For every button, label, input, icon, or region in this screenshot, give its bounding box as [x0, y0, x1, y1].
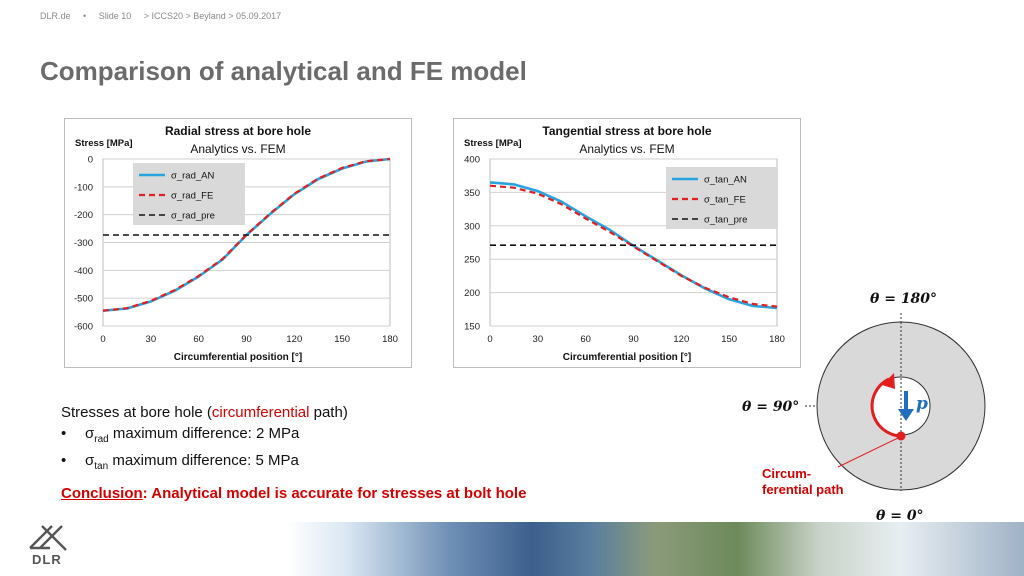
x-tick-label: 0	[487, 334, 492, 345]
theta-0-label: θ = 0°	[876, 508, 924, 524]
breadcrumb-dot: •	[83, 11, 87, 21]
tangential-stress-chart: 400 350 300 250 200 150 0 30 60 90 120 150 180 Tangen…	[453, 118, 801, 368]
y-tick-label: 0	[88, 155, 93, 166]
y-tick-label: 250	[464, 255, 480, 266]
x-tick-label: 150	[334, 334, 350, 345]
x-tick-label: 120	[286, 334, 302, 345]
chart-title: Tangential stress at bore hole	[542, 124, 711, 138]
y-axis-label: Stress [MPa]	[75, 138, 133, 149]
x-axis-label: Circumferential position [°]	[563, 352, 691, 363]
x-tick-label: 60	[580, 334, 591, 345]
y-tick-label: -100	[74, 182, 93, 193]
x-tick-label: 150	[721, 334, 737, 345]
path-start-point	[896, 431, 906, 441]
legend-label: σ_tan_AN	[704, 175, 747, 186]
footer-earth-image	[0, 522, 1024, 576]
series-line-1	[102, 157, 391, 312]
conclusion: Conclusion: Analytical model is accurate…	[61, 485, 527, 502]
y-tick-label: -300	[74, 238, 93, 249]
path-leader-line	[837, 437, 899, 468]
breadcrumb-slide: Slide 10	[98, 11, 132, 21]
dlr-logo-icon	[29, 525, 67, 551]
x-tick-label: 0	[100, 334, 105, 345]
y-tick-label: 150	[464, 322, 480, 333]
breadcrumb: DLR.de • Slide 10 > ICCS20 > Beyland > 0…	[40, 11, 291, 21]
x-tick-label: 90	[628, 334, 639, 345]
y-tick-label: 200	[464, 288, 480, 299]
radial-stress-chart-svg: 0 -100 -200 -300 -400 -500 -600 0 30 60 90 120 150 18…	[74, 124, 398, 363]
radial-stress-chart: 0 -100 -200 -300 -400 -500 -600 0 30 60 90 120 150 18…	[64, 118, 412, 368]
y-tick-label: -400	[74, 266, 93, 277]
legend-label: σ_rad_AN	[171, 171, 214, 182]
circumferential-path-arc	[870, 377, 902, 438]
page-title: Comparison of analytical and FE model	[40, 56, 527, 86]
x-tick-label: 30	[146, 334, 157, 345]
tangential-stress-chart-svg: 400 350 300 250 200 150 0 30 60 90 120 150 180 Tangen…	[464, 124, 785, 363]
legend-label: σ_rad_pre	[171, 211, 215, 222]
rad-difference-item: • σrad maximum difference: 2 MPa	[61, 425, 300, 445]
circumferential-path-label: Circum- ferential path	[762, 466, 844, 497]
theta-180-label: θ = 180°	[870, 291, 938, 307]
chart-title: Radial stress at bore hole	[165, 124, 311, 138]
legend-label: σ_tan_FE	[704, 195, 746, 206]
dlr-logo-text: DLR	[32, 552, 62, 567]
bore-hole-diagram: p	[805, 313, 986, 493]
x-tick-label: 60	[193, 334, 204, 345]
stresses-summary: Stresses at bore hole (circumferential p…	[61, 402, 348, 477]
pressure-arrow-head	[898, 409, 914, 421]
y-tick-label: -600	[74, 322, 93, 333]
x-tick-label: 180	[382, 334, 398, 345]
x-tick-label: 180	[769, 334, 785, 345]
legend-label: σ_rad_FE	[171, 191, 213, 202]
x-tick-label: 90	[241, 334, 252, 345]
y-tick-label: -200	[74, 210, 93, 221]
breadcrumb-path: > ICCS20 > Beyland > 05.09.2017	[143, 11, 282, 21]
y-axis-label: Stress [MPa]	[464, 138, 522, 149]
stresses-heading: Stresses at bore hole (circumferential p…	[61, 404, 348, 421]
y-tick-label: 400	[464, 155, 480, 166]
y-tick-label: 300	[464, 221, 480, 232]
x-tick-label: 30	[533, 334, 544, 345]
chart-subtitle: Analytics vs. FEM	[579, 142, 674, 156]
x-axis-label: Circumferential position [°]	[174, 352, 302, 363]
theta-90-label: θ = 90°	[742, 399, 800, 415]
tan-difference-item: • σtan maximum difference: 5 MPa	[61, 452, 299, 472]
breadcrumb-site[interactable]: DLR.de	[40, 11, 71, 21]
arc-arrowhead	[882, 373, 895, 389]
pressure-label: p	[916, 394, 928, 414]
legend-label: σ_tan_pre	[704, 215, 747, 226]
y-tick-label: 350	[464, 188, 480, 199]
x-tick-label: 120	[673, 334, 689, 345]
chart-subtitle: Analytics vs. FEM	[190, 142, 285, 156]
y-tick-label: -500	[74, 294, 93, 305]
